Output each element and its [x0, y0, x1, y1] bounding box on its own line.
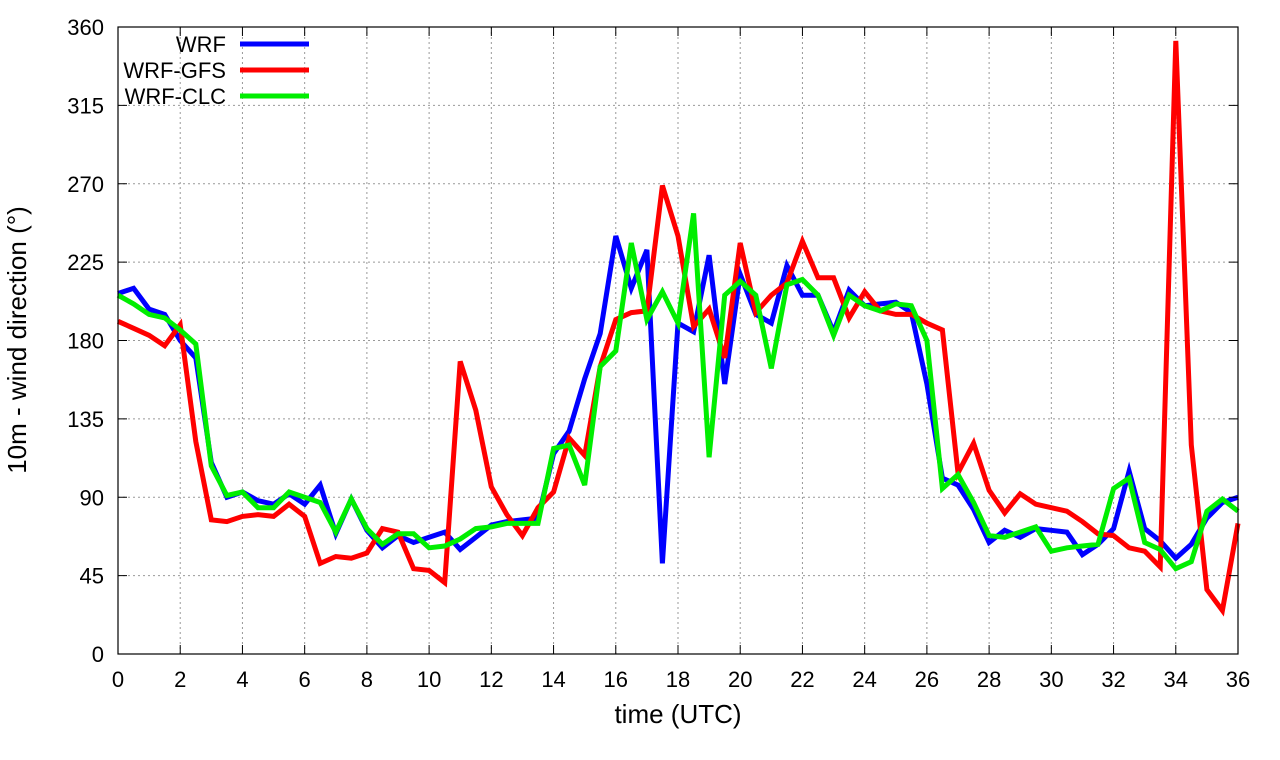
y-tick-label: 90 — [80, 485, 104, 510]
x-tick-label: 30 — [1039, 667, 1063, 692]
series-layer — [116, 40, 1241, 617]
y-tick-label: 225 — [67, 250, 104, 275]
series-line-wrf-gfs — [116, 40, 1241, 617]
x-tick-label: 32 — [1101, 667, 1125, 692]
y-tick-label: 315 — [67, 93, 104, 118]
x-tick-label: 22 — [790, 667, 814, 692]
x-tick-label: 18 — [666, 667, 690, 692]
y-axis-title: 10m - wind direction (°) — [2, 206, 32, 474]
y-tick-label: 135 — [67, 407, 104, 432]
legend-label: WRF-CLC — [125, 84, 227, 109]
x-tick-label: 12 — [479, 667, 503, 692]
y-tick-label: 270 — [67, 172, 104, 197]
x-tick-label: 2 — [174, 667, 186, 692]
x-tick-label: 6 — [299, 667, 311, 692]
x-tick-label: 26 — [915, 667, 939, 692]
x-tick-label: 8 — [361, 667, 373, 692]
y-tick-label: 0 — [92, 642, 104, 667]
x-tick-label: 36 — [1226, 667, 1250, 692]
y-tick-label: 45 — [80, 564, 104, 589]
x-tick-label: 0 — [112, 667, 124, 692]
x-tick-label: 28 — [977, 667, 1001, 692]
y-tick-label: 180 — [67, 329, 104, 354]
legend-label: WRF-GFS — [123, 58, 226, 83]
series-line-wrf-clc — [116, 213, 1240, 572]
x-tick-label: 14 — [541, 667, 565, 692]
x-tick-label: 16 — [604, 667, 628, 692]
x-tick-label: 4 — [236, 667, 248, 692]
x-tick-label: 20 — [728, 667, 752, 692]
x-tick-label: 10 — [417, 667, 441, 692]
legend-label: WRF — [176, 32, 226, 57]
x-tick-label: 24 — [852, 667, 876, 692]
x-tick-label: 34 — [1164, 667, 1188, 692]
y-tick-label: 360 — [67, 15, 104, 40]
x-axis-title: time (UTC) — [614, 699, 741, 729]
